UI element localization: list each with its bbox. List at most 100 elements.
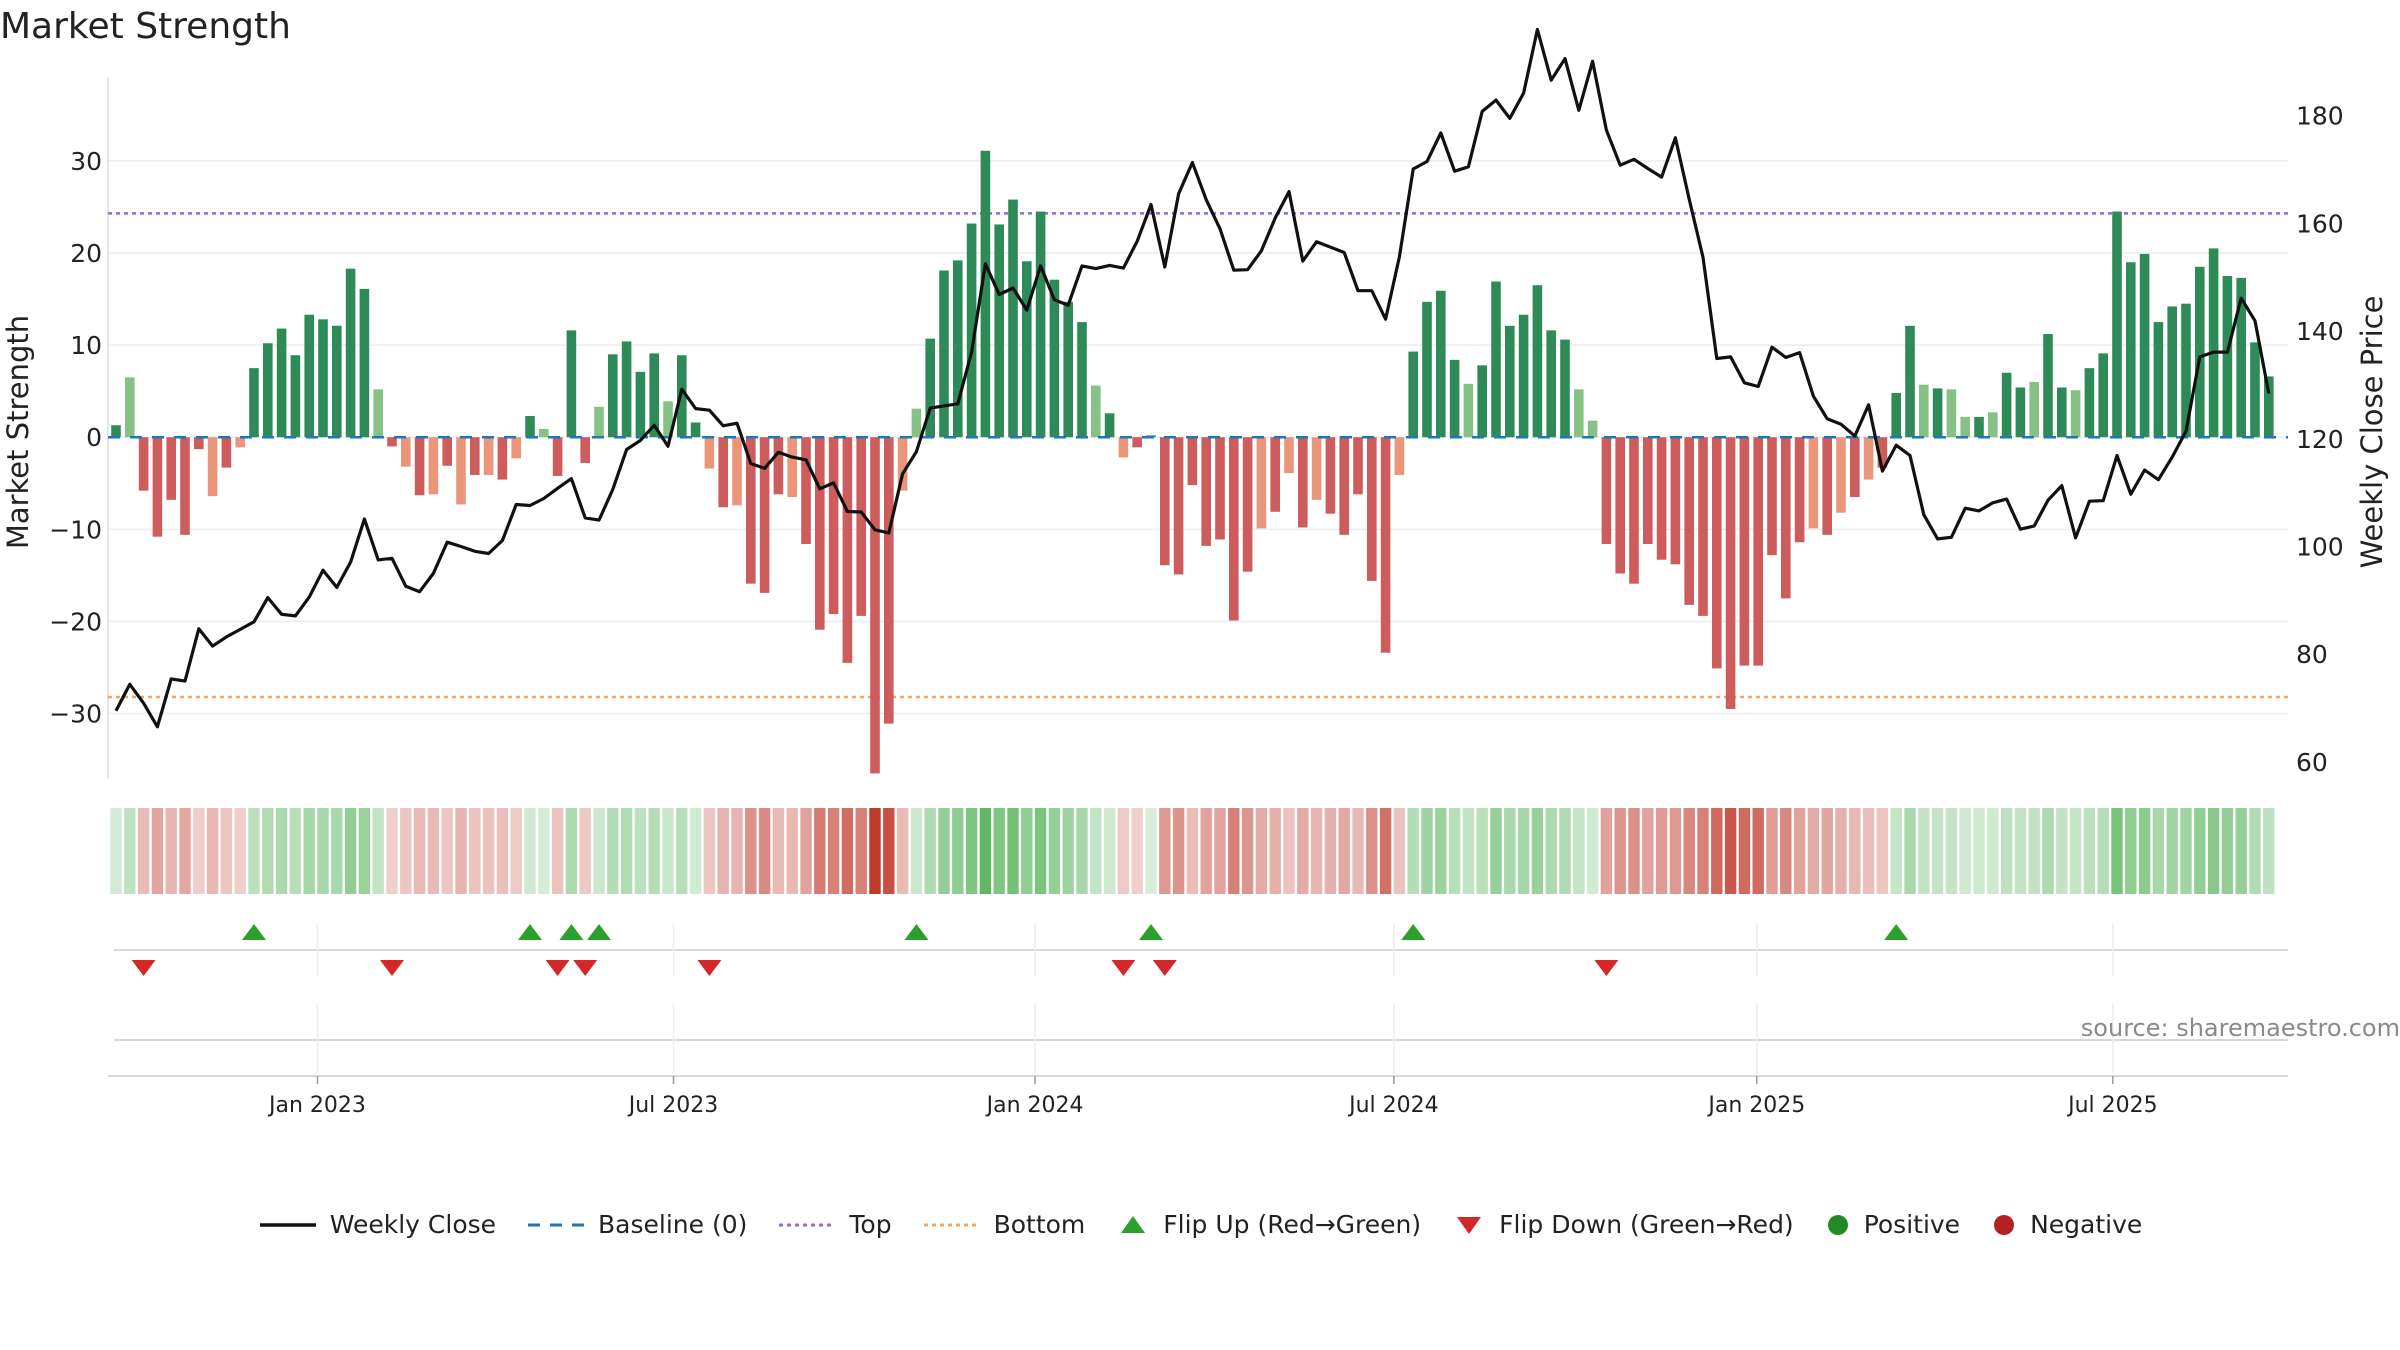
strength-heat-cell	[1628, 808, 1640, 894]
strength-heat-cell	[1573, 808, 1585, 894]
strength-heat-cell	[2138, 808, 2151, 894]
strength-heat-cell	[1476, 808, 1488, 894]
strength-heat-cell	[165, 808, 177, 894]
strength-heat-cell	[2221, 808, 2234, 894]
y-tick-label: 10	[70, 331, 102, 360]
strength-heat-cell	[1352, 808, 1364, 894]
strength-bar	[1532, 285, 1543, 438]
strength-heat-cell	[1200, 808, 1212, 894]
strength-heat-cell	[110, 808, 122, 894]
strength-bar	[1850, 437, 1860, 498]
strength-bar	[966, 223, 977, 438]
strength-heat-cell	[1987, 808, 1999, 894]
strength-bar	[263, 343, 273, 438]
strength-bar	[194, 437, 204, 450]
strength-bar	[1477, 365, 1487, 438]
x-tick-label: Jan 2023	[267, 1093, 366, 1118]
strength-bar	[1877, 437, 1888, 468]
strength-bar	[1822, 437, 1832, 535]
flip-down-marker	[1594, 960, 1619, 976]
strength-heat-cell	[427, 808, 440, 894]
strength-bar	[759, 437, 770, 593]
strength-bar	[235, 437, 245, 448]
strength-heat-cell	[662, 808, 674, 894]
y2-tick-label: 120	[2296, 425, 2344, 454]
flip-down-marker	[380, 960, 404, 976]
bottom-legend-icon	[922, 1215, 994, 1235]
strength-bar	[801, 437, 811, 545]
strength-heat-cell	[1738, 808, 1751, 894]
strength-heat-cell	[786, 808, 798, 894]
strength-bar	[1077, 322, 1087, 438]
strength-bar	[815, 437, 825, 630]
strength-heat-cell	[938, 808, 950, 894]
strength-bar	[566, 330, 577, 438]
strength-bar	[1380, 437, 1391, 653]
strength-bar	[663, 401, 673, 438]
strength-heat-cell	[689, 808, 702, 894]
strength-heat-cell	[1849, 808, 1861, 894]
strength-bar	[2098, 353, 2108, 438]
strength-bar	[1449, 359, 1460, 438]
strength-bar	[2153, 322, 2164, 438]
strength-heat-cell	[855, 808, 867, 894]
strength-heat-cell	[1172, 808, 1185, 894]
strength-heat-cell	[372, 808, 384, 894]
strength-bar	[2043, 334, 2053, 438]
strength-heat-cell	[1807, 808, 1820, 894]
strength-heat-cell	[593, 808, 605, 894]
strength-bar	[1753, 437, 1763, 666]
strength-heat-cell	[2000, 808, 2013, 894]
strength-bar	[525, 416, 535, 438]
strength-heat-cell	[1062, 808, 1074, 894]
strength-bar	[1794, 437, 1805, 543]
strength-bar	[1091, 385, 1101, 438]
strength-bar	[828, 437, 839, 615]
strength-heat-cell	[993, 808, 1005, 894]
strength-heat-cell	[620, 808, 633, 894]
strength-heat-cell	[1766, 808, 1778, 894]
legend-item-flip-down: Flip Down (Green→Red)	[1451, 1210, 1794, 1239]
y-tick-label: 0	[86, 423, 102, 452]
strength-heat-cell	[248, 808, 260, 894]
strength-heat-cell	[1835, 808, 1847, 894]
strength-bar	[1960, 416, 1970, 438]
strength-heat-cell	[2069, 808, 2082, 894]
strength-heat-cell	[717, 808, 729, 894]
flip-up-marker	[1884, 924, 1909, 940]
strength-bar	[1160, 437, 1170, 566]
strength-bar	[1353, 437, 1363, 495]
strength-bar	[166, 437, 176, 500]
strength-bar	[138, 437, 149, 491]
strength-bar	[649, 353, 659, 438]
strength-bar	[2139, 253, 2150, 438]
strength-bar	[1891, 393, 1901, 438]
strength-heat-cell	[772, 808, 785, 894]
strength-heat-cell	[1531, 808, 1544, 894]
strength-heat-cell	[1959, 808, 1971, 894]
strength-bar	[1256, 437, 1267, 529]
strength-bar	[221, 437, 232, 468]
strength-bar	[345, 268, 356, 438]
strength-heat-cell	[579, 808, 591, 894]
strength-bar	[608, 354, 618, 438]
strength-heat-cell	[441, 808, 453, 894]
strength-heat-cell	[1159, 808, 1171, 894]
strength-heat-cell	[2083, 808, 2096, 894]
strength-bar	[1022, 261, 1032, 438]
strength-heat-cell	[551, 808, 564, 894]
flip-up-marker	[1401, 924, 1426, 940]
strength-bar	[1104, 413, 1115, 438]
strength-heat-cell	[979, 808, 992, 894]
y2-tick-label: 180	[2296, 102, 2344, 131]
strength-heat-cell	[1145, 808, 1157, 894]
strength-heat-cell	[151, 808, 164, 894]
legend-item-positive: Positive	[1824, 1210, 1960, 1239]
strength-bar	[249, 368, 259, 438]
strength-bar	[856, 437, 866, 616]
strength-heat-cell	[1517, 808, 1530, 894]
y2-tick-label: 100	[2296, 532, 2344, 561]
strength-bar	[690, 422, 701, 438]
strength-bar	[428, 437, 439, 495]
strength-bar	[1574, 389, 1584, 438]
